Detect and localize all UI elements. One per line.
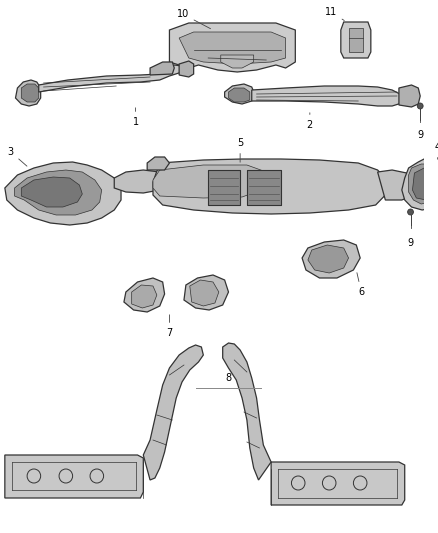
- Polygon shape: [221, 55, 254, 68]
- Polygon shape: [179, 32, 286, 64]
- Text: 6: 6: [357, 273, 364, 297]
- Circle shape: [408, 209, 413, 215]
- Polygon shape: [302, 240, 360, 278]
- Polygon shape: [21, 177, 82, 207]
- Polygon shape: [413, 168, 434, 200]
- Text: 7: 7: [166, 315, 173, 338]
- Polygon shape: [271, 462, 405, 505]
- Polygon shape: [21, 84, 39, 102]
- Polygon shape: [223, 343, 271, 480]
- Polygon shape: [147, 157, 170, 170]
- Polygon shape: [5, 162, 121, 225]
- Circle shape: [417, 103, 423, 109]
- Polygon shape: [15, 80, 41, 106]
- Text: 4: 4: [434, 142, 438, 159]
- Polygon shape: [252, 86, 402, 106]
- Polygon shape: [247, 170, 281, 205]
- Text: 11: 11: [325, 7, 344, 20]
- Polygon shape: [208, 170, 240, 205]
- Polygon shape: [378, 170, 417, 200]
- Text: 9: 9: [407, 238, 413, 248]
- Polygon shape: [399, 85, 420, 107]
- Text: 10: 10: [177, 9, 211, 29]
- Polygon shape: [39, 65, 182, 92]
- Polygon shape: [308, 245, 349, 273]
- Polygon shape: [190, 280, 219, 306]
- Text: 5: 5: [237, 138, 243, 162]
- Polygon shape: [153, 165, 266, 198]
- Text: 2: 2: [307, 113, 313, 130]
- Polygon shape: [153, 159, 387, 214]
- Polygon shape: [150, 62, 174, 75]
- Polygon shape: [409, 164, 438, 204]
- Polygon shape: [170, 23, 295, 72]
- Text: 8: 8: [226, 373, 232, 383]
- Polygon shape: [349, 28, 363, 52]
- Polygon shape: [184, 275, 229, 310]
- Polygon shape: [124, 278, 165, 312]
- Polygon shape: [402, 158, 438, 210]
- Polygon shape: [14, 170, 102, 215]
- Polygon shape: [132, 285, 157, 308]
- Polygon shape: [143, 345, 203, 480]
- Polygon shape: [179, 61, 194, 77]
- Polygon shape: [229, 88, 250, 102]
- Text: 3: 3: [8, 147, 27, 166]
- Polygon shape: [5, 455, 143, 498]
- Polygon shape: [225, 84, 254, 104]
- Text: 9: 9: [417, 130, 423, 140]
- Text: 1: 1: [132, 108, 138, 127]
- Polygon shape: [114, 170, 165, 193]
- Polygon shape: [341, 22, 371, 58]
